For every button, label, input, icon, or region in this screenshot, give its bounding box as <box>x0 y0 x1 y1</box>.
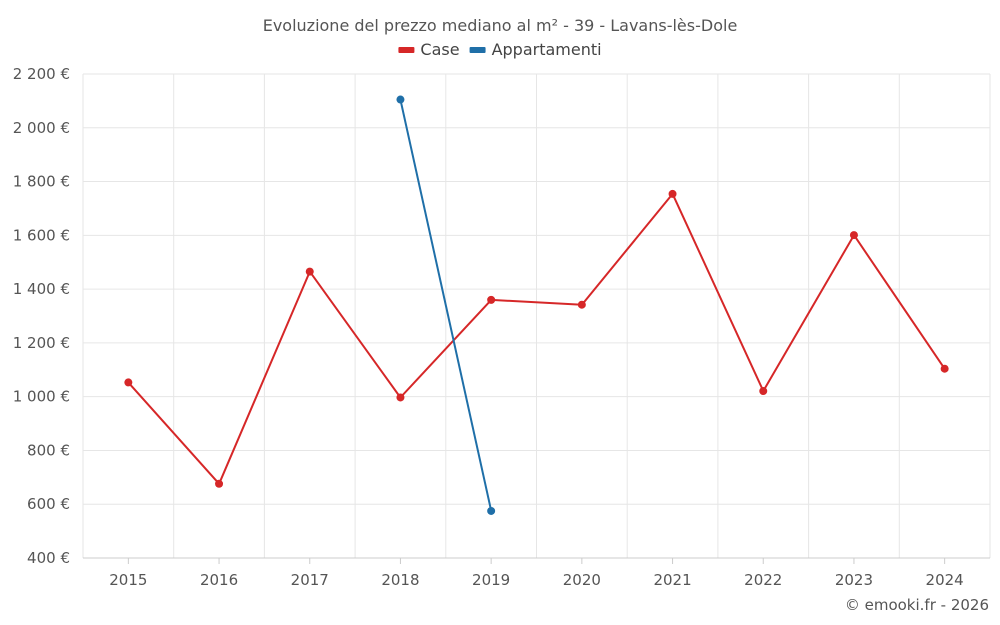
legend-item: Case <box>398 40 460 59</box>
grid <box>82 73 991 559</box>
y-tick-label: 1 400 € <box>13 280 70 298</box>
chart-title: Evoluzione del prezzo mediano al m² - 39… <box>263 16 738 35</box>
data-point-case <box>668 189 677 198</box>
y-tick-label: 1 600 € <box>13 226 70 244</box>
y-tick-label: 1 200 € <box>13 334 70 352</box>
legend: Case Appartamenti <box>398 40 602 59</box>
data-point-case <box>396 393 405 402</box>
x-tick-label: 2019 <box>472 571 510 589</box>
legend-swatch <box>469 47 486 53</box>
data-point-case <box>577 300 586 309</box>
data-point-appartamenti <box>396 95 405 104</box>
x-tick-label: 2016 <box>200 571 238 589</box>
x-tick-label: 2022 <box>744 571 782 589</box>
data-point-case <box>849 231 858 240</box>
y-tick-label: 1 800 € <box>13 173 70 191</box>
data-point-case <box>305 267 314 276</box>
data-point-case <box>215 479 224 488</box>
y-axis: 400 € 600 € 800 € 1 000 € 1 200 € 1 400 € 1 60… <box>13 65 70 567</box>
y-tick-label: 800 € <box>27 441 70 459</box>
y-tick-label: 600 € <box>27 495 70 513</box>
legend-label: Case <box>420 40 459 59</box>
series-line-appartamenti <box>399 99 493 512</box>
data-point-case <box>487 295 496 304</box>
x-tick-label: 2023 <box>835 571 873 589</box>
data-point-appartamenti <box>487 506 496 515</box>
x-tick-label: 2021 <box>653 571 691 589</box>
x-tick-label: 2017 <box>291 571 329 589</box>
data-point-case <box>759 387 768 396</box>
y-tick-label: 400 € <box>27 549 70 567</box>
x-tick-label: 2018 <box>381 571 419 589</box>
x-tick-label: 2020 <box>563 571 601 589</box>
data-point-case <box>124 378 133 387</box>
x-tick-label: 2024 <box>926 571 964 589</box>
y-tick-label: 2 200 € <box>13 65 70 83</box>
y-tick-label: 1 000 € <box>13 388 70 406</box>
x-axis: 2015 2016 2017 2018 2019 2020 2021 2022 2023 2024 <box>83 557 990 589</box>
data-point-case <box>940 364 949 373</box>
legend-item: Appartamenti <box>469 40 602 59</box>
series-layer <box>124 95 949 515</box>
legend-label: Appartamenti <box>492 40 602 59</box>
credit-text: © emooki.fr - 2026 <box>845 596 989 614</box>
y-tick-label: 2 000 € <box>13 119 70 137</box>
x-tick-label: 2015 <box>109 571 147 589</box>
legend-swatch <box>398 47 415 53</box>
series-line-case <box>127 192 946 485</box>
